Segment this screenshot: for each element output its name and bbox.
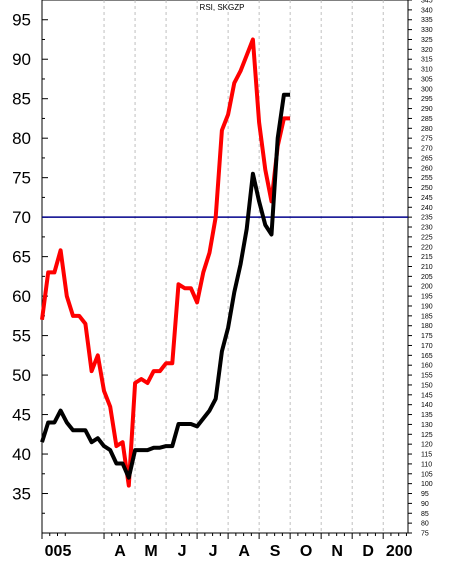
left-tick-label: 45: [12, 406, 31, 425]
right-tick-label: 200: [421, 284, 433, 291]
grid-lines: [103, 0, 384, 533]
month-label: N: [331, 543, 343, 560]
month-label: D: [362, 543, 374, 560]
right-tick-label: 110: [421, 461, 432, 468]
right-tick-label: 105: [421, 471, 433, 478]
left-tick-label: 65: [12, 248, 31, 267]
left-tick-label: 70: [12, 208, 31, 227]
month-label: 200: [386, 543, 413, 560]
right-tick-label: 315: [421, 57, 433, 64]
right-tick-label: 85: [421, 511, 429, 518]
left-axis: 35 40 45 50 55 60 65 70 75 80 85 90 95: [12, 0, 48, 514]
right-tick-label: 95: [421, 491, 429, 498]
month-label: A: [238, 543, 250, 560]
right-tick-label: 205: [421, 274, 433, 281]
right-tick-label: 80: [421, 521, 429, 528]
right-tick-label: 320: [421, 47, 433, 54]
left-tick-label: 85: [12, 90, 31, 109]
right-tick-label: 120: [421, 442, 433, 449]
right-tick-label: 270: [421, 146, 433, 153]
right-tick-label: 295: [421, 96, 433, 103]
right-tick-label: 215: [421, 254, 433, 261]
plot-frame: [41, 0, 409, 534]
month-label: M: [144, 543, 157, 560]
month-label: O: [300, 543, 312, 560]
month-label: J: [209, 543, 218, 560]
left-tick-label: 50: [12, 366, 31, 385]
right-tick-label: 260: [421, 165, 433, 172]
left-tick-label: 75: [12, 169, 31, 188]
right-tick-label: 155: [421, 373, 433, 380]
right-tick-label: 190: [421, 303, 433, 310]
right-tick-label: 280: [421, 126, 433, 133]
right-tick-label: 210: [421, 264, 433, 271]
right-tick-label: 275: [421, 136, 433, 143]
right-tick-label: 160: [421, 363, 433, 370]
month-label: 005: [45, 543, 72, 560]
month-label: A: [114, 543, 126, 560]
left-tick-label: 55: [12, 327, 31, 346]
right-tick-label: 185: [421, 313, 433, 320]
right-tick-label: 90: [421, 501, 429, 508]
right-tick-label: 100: [421, 481, 433, 488]
right-tick-label: 245: [421, 195, 433, 202]
right-tick-label: 345: [421, 0, 433, 5]
left-tick-label: 95: [12, 11, 31, 30]
right-tick-label: 330: [421, 27, 433, 34]
right-axis: 75 80 85 90 95 100 105 110 115 120 125 130 135 140 145…: [408, 0, 433, 538]
month-label: S: [270, 543, 281, 560]
series-line-red: [40, 37, 291, 488]
right-tick-label: 150: [421, 382, 433, 389]
right-tick-label: 115: [421, 452, 432, 459]
right-tick-label: 325: [421, 37, 433, 44]
right-tick-label: 335: [421, 17, 433, 24]
right-tick-label: 255: [421, 175, 433, 182]
left-tick-label: 60: [12, 287, 31, 306]
right-tick-label: 340: [421, 7, 433, 14]
right-tick-label: 235: [421, 215, 433, 222]
right-tick-label: 285: [421, 116, 433, 123]
right-tick-label: 125: [421, 432, 433, 439]
right-tick-label: 265: [421, 155, 433, 162]
left-tick-label: 80: [12, 129, 31, 148]
month-axis: 005 A M J J A S O N D 200: [41, 533, 413, 560]
right-tick-label: 310: [421, 67, 433, 74]
right-tick-label: 250: [421, 185, 433, 192]
right-tick-label: 305: [421, 76, 433, 83]
right-tick-label: 300: [421, 86, 433, 93]
right-tick-label: 170: [421, 343, 433, 350]
right-tick-label: 130: [421, 422, 433, 429]
right-tick-label: 230: [421, 225, 433, 232]
month-label: J: [178, 543, 187, 560]
right-tick-label: 135: [421, 412, 433, 419]
right-tick-label: 145: [421, 392, 433, 399]
series-lines: [40, 37, 291, 488]
right-tick-label: 240: [421, 205, 433, 212]
chart-title: RSI, SKGZP: [200, 3, 245, 12]
left-tick-label: 35: [12, 485, 31, 504]
right-tick-label: 140: [421, 402, 433, 409]
series-line-black: [40, 92, 291, 480]
right-tick-label: 75: [421, 531, 429, 538]
right-tick-label: 180: [421, 323, 433, 330]
right-tick-label: 175: [421, 333, 433, 340]
left-tick-label: 40: [12, 445, 31, 464]
right-tick-label: 165: [421, 353, 433, 360]
right-tick-label: 290: [421, 106, 433, 113]
right-tick-label: 195: [421, 294, 433, 301]
right-tick-label: 220: [421, 244, 433, 251]
left-tick-label: 90: [12, 50, 31, 69]
right-tick-label: 225: [421, 234, 433, 241]
